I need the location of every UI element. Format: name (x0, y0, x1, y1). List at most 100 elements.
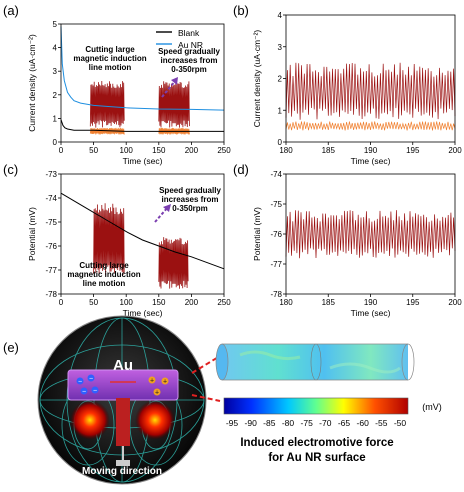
ytick-label-c-4: -74 (45, 194, 57, 203)
svg-text:for Au NR surface: for Au NR surface (268, 452, 365, 464)
series-b-1 (285, 121, 456, 131)
oscillation-a-3 (158, 127, 190, 135)
xtick-label-a-3: 150 (152, 146, 166, 155)
colorbar-tick-5: -70 (319, 418, 332, 428)
ytick-label-d-4: -74 (270, 170, 282, 179)
colorbar-tick-9: -50 (394, 418, 407, 428)
colorbar-tick-3: -80 (282, 418, 295, 428)
ylabel-b: Current density (uA·cm⁻²) (252, 30, 262, 128)
connector-bottom (191, 394, 221, 402)
svg-text:−: − (89, 376, 93, 383)
axes-frame-c (60, 173, 225, 295)
colorbar-tick-4: -75 (301, 418, 314, 428)
oscillation-a-0 (89, 80, 125, 128)
minus-charges: − − − − (76, 374, 99, 396)
annotation-a-speed: Speed gradually increases from 0-350rpm (158, 47, 220, 74)
panel-label-b: (b) (233, 3, 249, 18)
au-particle (67, 369, 179, 401)
arrow-a-head (171, 77, 178, 85)
colorbar-tick-0: -95 (226, 418, 239, 428)
ytick-label-c-1: -77 (45, 266, 57, 275)
chart-c: 0 50 100 150 200 250 -78 -77 -76 -75 -74 -73 Time (s… (27, 170, 231, 318)
svg-text:+: + (163, 379, 167, 386)
legend-label-0: Blank (178, 28, 200, 38)
ytick-label-a-4: 4 (53, 44, 58, 53)
svg-text:0-350rpm: 0-350rpm (171, 65, 207, 74)
ytick-label-a-5: 5 (53, 20, 58, 29)
ylabel-d: Potential (mV) (252, 207, 262, 261)
svg-text:line motion: line motion (89, 63, 132, 72)
xtick-label-a-2: 100 (120, 146, 134, 155)
svg-text:0-350rpm: 0-350rpm (172, 204, 208, 213)
xtick-label-a-4: 200 (185, 146, 199, 155)
arrow-a (161, 79, 177, 98)
chart-b: 180 185 190 195 200 0 1 2 3 4 Time (sec) Current de… (252, 11, 462, 166)
xtick-label-a-0: 0 (59, 146, 64, 155)
oscillation-a-2 (89, 127, 125, 135)
oscillation-c-0 (93, 203, 125, 276)
xtick-label-d-1: 185 (322, 298, 336, 307)
arrow-c-head (163, 204, 171, 212)
colorbar-ticks: -95 -90 -85 -80 -75 -70 -65 -60 -55 -50 (226, 418, 407, 428)
svg-text:+: + (150, 378, 154, 385)
xlabel-c: Time (sec) (123, 308, 163, 318)
colorbar-tick-8: -55 (375, 418, 388, 428)
panel-label-e: (e) (3, 340, 19, 355)
svg-text:increases from: increases from (161, 56, 218, 65)
au-label: Au (113, 357, 133, 374)
svg-text:Speed gradually: Speed gradually (158, 47, 220, 56)
ytick-label-a-1: 1 (53, 114, 58, 123)
xtick-label-b-4: 200 (448, 146, 462, 155)
xlabel-d: Time (sec) (351, 308, 391, 318)
chart-a: 0 50 100 150 200 250 0 1 2 3 4 5 Time (sec) Current d… (27, 20, 231, 166)
svg-text:increases from: increases from (162, 195, 219, 204)
ytick-label-c-5: -73 (45, 170, 57, 179)
xtick-label-c-0: 0 (59, 298, 64, 307)
xlabel-b: Time (sec) (351, 156, 391, 166)
hotspot-left (70, 400, 110, 440)
axes-frame-a (60, 23, 225, 143)
ytick-label-b-1: 1 (278, 106, 283, 115)
ytick-label-c-2: -76 (45, 242, 57, 251)
series-a-1 (60, 26, 225, 111)
xtick-label-d-4: 200 (448, 298, 462, 307)
panel-label-d: (d) (233, 162, 249, 177)
ytick-label-a-0: 0 (53, 138, 58, 147)
svg-text:magnetic induction: magnetic induction (73, 54, 146, 63)
ytick-label-d-3: -75 (270, 200, 282, 209)
svg-text:−: − (93, 388, 97, 395)
xtick-label-b-3: 195 (406, 146, 420, 155)
xtick-label-c-2: 100 (120, 298, 134, 307)
nanorod-surface (215, 343, 415, 381)
xtick-label-c-5: 250 (217, 298, 231, 307)
ytick-label-a-2: 2 (53, 91, 58, 100)
panel-label-a: (a) (3, 3, 19, 18)
arrow-c (154, 206, 169, 223)
axes-frame-b (285, 14, 456, 143)
xlabel-a: Time (sec) (123, 156, 163, 166)
ylabel-a: Current density (uA·cm⁻²) (27, 34, 37, 132)
xtick-label-a-1: 50 (89, 146, 98, 155)
series-b-0 (285, 62, 456, 120)
xtick-label-c-1: 50 (89, 298, 98, 307)
series-d-0 (285, 210, 456, 259)
series-c-0 (60, 192, 225, 270)
ytick-label-b-2: 2 (278, 75, 283, 84)
oscillation-c-1 (158, 237, 189, 289)
ytick-label-b-4: 4 (278, 11, 283, 20)
xtick-label-d-3: 195 (406, 298, 420, 307)
ytick-label-c-3: -75 (45, 218, 57, 227)
connector-top (191, 355, 221, 374)
svg-text:Speed gradually: Speed gradually (159, 186, 221, 195)
svg-text:−: − (82, 389, 86, 396)
xtick-label-c-3: 150 (152, 298, 166, 307)
plus-charges: + + + (148, 376, 169, 397)
xtick-label-b-2: 190 (364, 146, 378, 155)
xtick-label-b-1: 185 (322, 146, 336, 155)
svg-text:line motion: line motion (83, 279, 126, 288)
magnet-bar (116, 398, 130, 446)
colorbar-tick-7: -60 (357, 418, 370, 428)
series-a-0 (60, 119, 224, 132)
caption: Induced electromotive force for Au NR su… (240, 437, 393, 464)
